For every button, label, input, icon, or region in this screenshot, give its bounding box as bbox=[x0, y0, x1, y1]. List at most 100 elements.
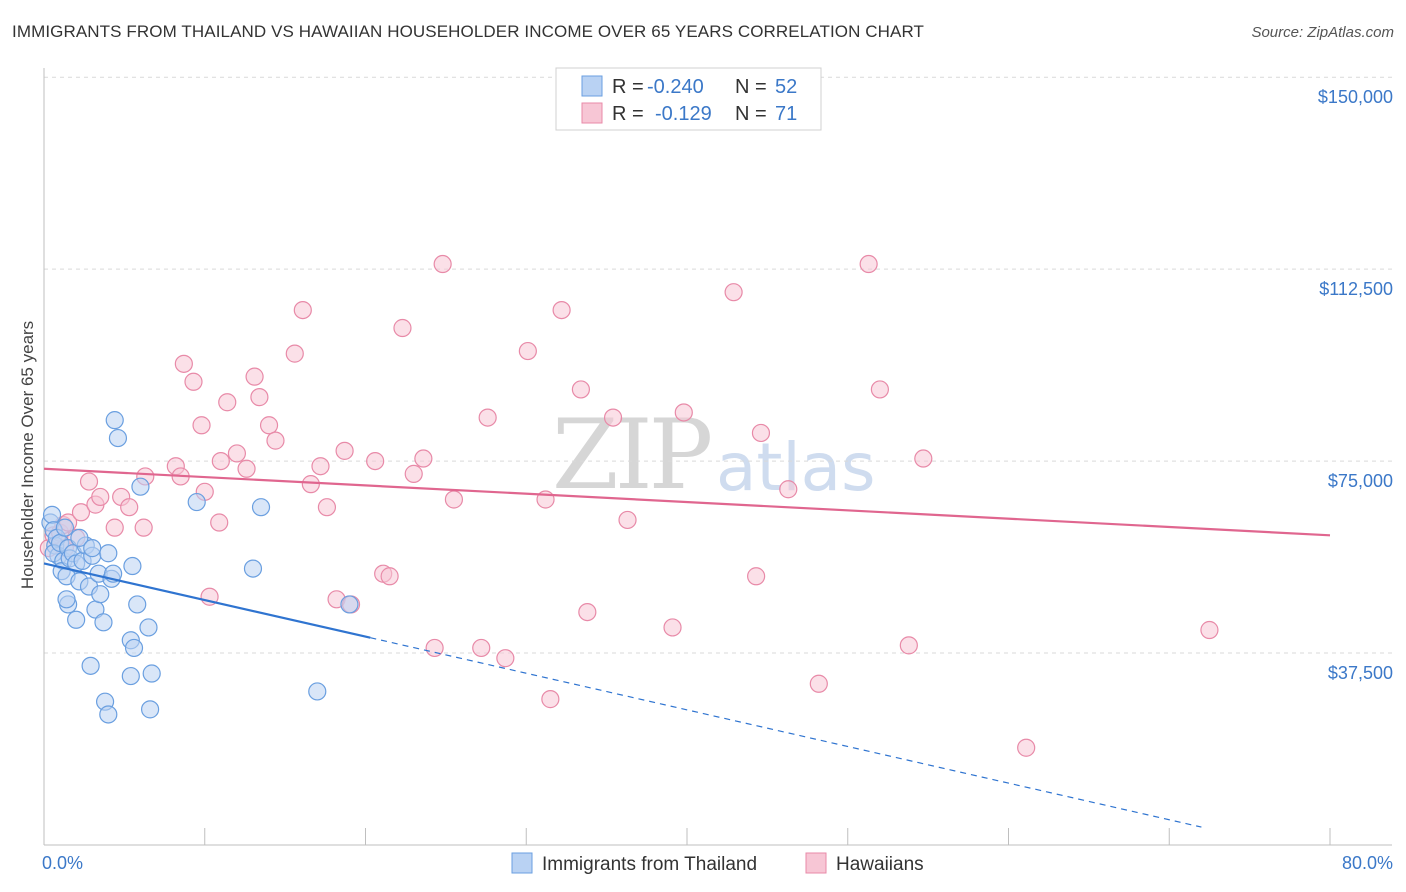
bottom-legend-label-thailand: Immigrants from Thailand bbox=[542, 854, 757, 875]
legend-r-value-hawaiians: -0.129 bbox=[655, 103, 712, 125]
hawaiians-point-19 bbox=[184, 372, 203, 391]
legend-swatch-hawaiians bbox=[581, 102, 603, 124]
hawaiians-point-56 bbox=[571, 380, 591, 399]
hawaiians-point-66 bbox=[809, 674, 828, 693]
legend-r-value-thailand: -0.240 bbox=[647, 76, 704, 98]
thailand-trend-extension bbox=[370, 637, 1202, 828]
hawaiians-point-35 bbox=[311, 457, 330, 476]
thailand-point-44 bbox=[108, 428, 128, 448]
hawaiians-point-67 bbox=[859, 254, 878, 274]
y-axis-label: Householder Income Over 65 years bbox=[18, 321, 37, 589]
hawaiians-point-34 bbox=[301, 475, 320, 494]
thailand-point-32 bbox=[128, 595, 147, 614]
hawaiians-point-38 bbox=[335, 441, 354, 460]
thailand-point-39 bbox=[121, 666, 140, 686]
hawaiians-point-31 bbox=[266, 431, 285, 450]
x-tick-label-left: 0.0% bbox=[42, 853, 83, 873]
x-tick-label-right: 80.0% bbox=[1342, 853, 1393, 873]
legend-r-label-thailand: R = bbox=[612, 76, 644, 98]
thailand-point-43 bbox=[105, 411, 124, 430]
hawaiians-point-14 bbox=[134, 518, 153, 537]
hawaiians-trend-line bbox=[43, 467, 1331, 537]
hawaiians-point-60 bbox=[663, 618, 682, 637]
hawaiians-point-57 bbox=[578, 602, 597, 622]
thailand-point-47 bbox=[243, 559, 263, 578]
hawaiians-point-68 bbox=[870, 380, 890, 399]
hawaiians-point-61 bbox=[674, 403, 693, 422]
hawaiians-point-40 bbox=[366, 451, 385, 471]
hawaiians-point-43 bbox=[393, 318, 412, 338]
y-tick-label-0: $37,500 bbox=[1328, 663, 1393, 683]
thailand-point-31 bbox=[123, 556, 142, 576]
thailand-point-40 bbox=[142, 664, 161, 683]
axes bbox=[43, 68, 1392, 846]
watermark: ZIP atlas bbox=[552, 399, 876, 511]
series-legend: Immigrants from Thailand Hawaiians bbox=[511, 852, 924, 875]
thailand-point-50 bbox=[70, 528, 89, 547]
thailand-point-45 bbox=[187, 492, 206, 512]
hawaiians-point-11 bbox=[105, 518, 124, 537]
thailand-point-27 bbox=[94, 613, 113, 632]
thailand-point-9 bbox=[55, 518, 74, 537]
hawaiians-point-54 bbox=[541, 690, 560, 709]
hawaiians-point-8 bbox=[79, 472, 99, 491]
hawaiians-point-71 bbox=[1017, 738, 1036, 757]
thailand-point-42 bbox=[131, 477, 150, 496]
hawaiians-point-63 bbox=[747, 567, 766, 586]
legend-n-label-hawaiians: N = bbox=[735, 103, 767, 125]
hawaiians-point-44 bbox=[404, 464, 423, 483]
bottom-legend-swatch-hawaiians bbox=[805, 852, 827, 874]
hawaiians-point-26 bbox=[227, 444, 246, 463]
trend-lines bbox=[43, 467, 1331, 828]
hawaiians-point-7 bbox=[71, 503, 91, 522]
hawaiians-point-51 bbox=[496, 649, 515, 668]
hawaiians-point-13 bbox=[120, 498, 139, 517]
x-tick-marks bbox=[43, 828, 1331, 845]
y-tick-label-1: $75,000 bbox=[1328, 471, 1393, 491]
thailand-point-22 bbox=[57, 590, 76, 609]
thailand-point-23 bbox=[67, 610, 86, 629]
legend-r-label-hawaiians: R = bbox=[612, 103, 644, 125]
hawaiians-point-32 bbox=[285, 344, 304, 363]
hawaiians-point-18 bbox=[174, 354, 193, 373]
thailand-point-33 bbox=[139, 618, 158, 637]
hawaiians-point-62 bbox=[724, 283, 743, 302]
hawaiians-point-25 bbox=[218, 393, 237, 412]
hawaiians-point-58 bbox=[603, 408, 623, 427]
hawaiians-point-47 bbox=[433, 254, 452, 274]
legend-n-value-hawaiians: 71 bbox=[775, 103, 797, 125]
hawaiians-point-55 bbox=[552, 300, 571, 320]
hawaiians-point-36 bbox=[317, 498, 337, 517]
thailand-point-38 bbox=[99, 705, 118, 724]
thailand-point-35 bbox=[124, 638, 144, 658]
thailand-points bbox=[41, 411, 359, 724]
correlation-legend: R = -0.240 N = 52 R = -0.129 N = 71 bbox=[555, 67, 822, 131]
legend-n-value-thailand: 52 bbox=[775, 76, 797, 98]
hawaiians-point-69 bbox=[899, 636, 918, 655]
thailand-point-36 bbox=[81, 656, 100, 675]
bottom-legend-swatch-thailand bbox=[511, 852, 533, 874]
hawaiians-point-23 bbox=[210, 513, 229, 532]
hawaiians-point-46 bbox=[425, 638, 444, 658]
bottom-legend-label-hawaiians: Hawaiians bbox=[836, 854, 924, 875]
chart-title: IMMIGRANTS FROM THAILAND VS HAWAIIAN HOU… bbox=[12, 22, 925, 41]
hawaiians-point-24 bbox=[211, 451, 230, 471]
hawaiians-point-28 bbox=[245, 367, 264, 386]
thailand-point-46 bbox=[251, 498, 271, 517]
thailand-point-49 bbox=[340, 595, 359, 614]
thailand-point-1 bbox=[42, 505, 62, 524]
hawaiians-point-20 bbox=[192, 416, 211, 435]
thailand-point-41 bbox=[140, 700, 160, 719]
hawaiians-point-52 bbox=[518, 341, 537, 361]
y-tick-label-2: $112,500 bbox=[1319, 279, 1393, 299]
hawaiians-point-64 bbox=[751, 423, 771, 443]
hawaiians-point-33 bbox=[293, 300, 312, 320]
hawaiians-point-65 bbox=[779, 480, 798, 499]
hawaiians-point-72 bbox=[1200, 620, 1219, 640]
source-credit: Source: ZipAtlas.com bbox=[1251, 24, 1394, 41]
y-tick-label-3: $150,000 bbox=[1318, 87, 1393, 107]
thailand-point-51 bbox=[83, 539, 102, 558]
hawaiians-point-45 bbox=[414, 449, 433, 468]
thailand-point-26 bbox=[91, 585, 110, 604]
